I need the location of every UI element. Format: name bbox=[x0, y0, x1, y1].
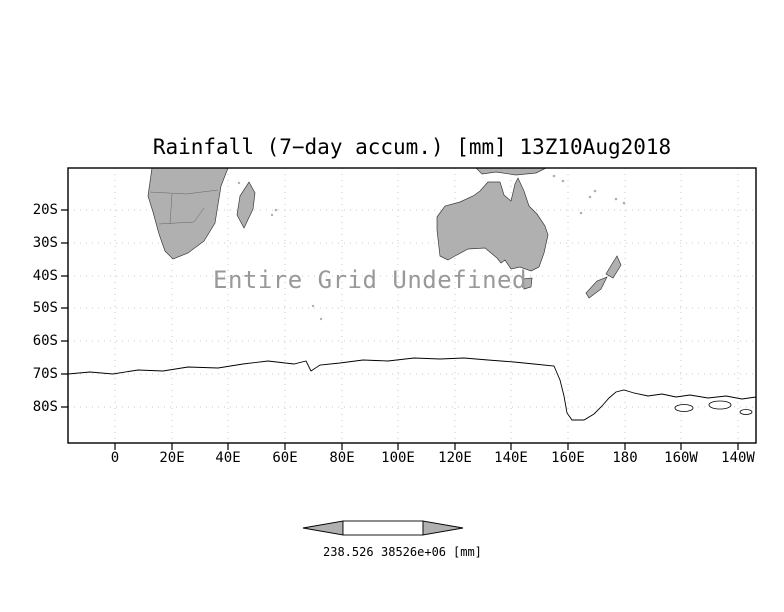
y-axis-tick-label: 40S bbox=[32, 268, 58, 284]
new-zealand-south-island bbox=[585, 276, 608, 299]
x-axis-tick-label: 60E bbox=[272, 450, 298, 466]
x-axis-tick-label: 140W bbox=[721, 450, 755, 466]
plot-frame bbox=[67, 167, 757, 444]
map-plot bbox=[61, 167, 757, 450]
y-axis-tick-label: 70S bbox=[32, 366, 58, 382]
x-axis-tick-label: 0 bbox=[110, 450, 120, 466]
colorbar-right-arrow bbox=[422, 520, 464, 536]
antarctic-ice-shelf-outlines bbox=[674, 400, 753, 415]
x-axis-tick-label: 120E bbox=[438, 450, 472, 466]
antarctica-coastline bbox=[67, 357, 757, 421]
x-axis-tick-label: 40E bbox=[215, 450, 241, 466]
chart-title: Rainfall (7−day accum.) [mm] 13Z10Aug201… bbox=[152, 135, 672, 159]
x-axis-tick-label: 160E bbox=[551, 450, 585, 466]
y-axis-tick-label: 80S bbox=[32, 399, 58, 415]
colorbar-right-label: 38526e+06 bbox=[381, 545, 446, 559]
africa-landmass bbox=[147, 167, 229, 260]
x-axis-tick-label: 160W bbox=[664, 450, 698, 466]
x-axis-tick-label: 20E bbox=[159, 450, 185, 466]
australia-landmass bbox=[436, 177, 549, 272]
x-axis-tick-label: 80E bbox=[329, 450, 355, 466]
small-islands bbox=[237, 174, 626, 321]
undefined-grid-annotation: Entire Grid Undefined bbox=[213, 266, 527, 294]
new-guinea-landmass bbox=[475, 167, 547, 176]
colorbar: 238.526 38526e+06 [mm] bbox=[302, 520, 482, 559]
y-axis-tick-label: 30S bbox=[32, 235, 58, 251]
x-axis-tick-label: 140E bbox=[494, 450, 528, 466]
y-axis-tick-label: 60S bbox=[32, 333, 58, 349]
y-axis-tick-label: 50S bbox=[32, 300, 58, 316]
africa-country-borders bbox=[149, 189, 219, 225]
axis-tick-marks bbox=[61, 209, 739, 450]
x-axis-tick-label: 100E bbox=[381, 450, 415, 466]
tasmania-landmass bbox=[522, 277, 533, 290]
x-axis-tick-label: 180 bbox=[612, 450, 638, 466]
colorbar-left-arrow bbox=[302, 520, 344, 536]
new-zealand-north-island bbox=[605, 255, 622, 279]
madagascar-landmass bbox=[236, 181, 256, 229]
y-axis-tick-label: 20S bbox=[32, 202, 58, 218]
colorbar-unit-label: [mm] bbox=[453, 545, 482, 559]
colorbar-left-label: 238.526 bbox=[323, 545, 374, 559]
colorbar-middle-segment bbox=[342, 520, 424, 536]
